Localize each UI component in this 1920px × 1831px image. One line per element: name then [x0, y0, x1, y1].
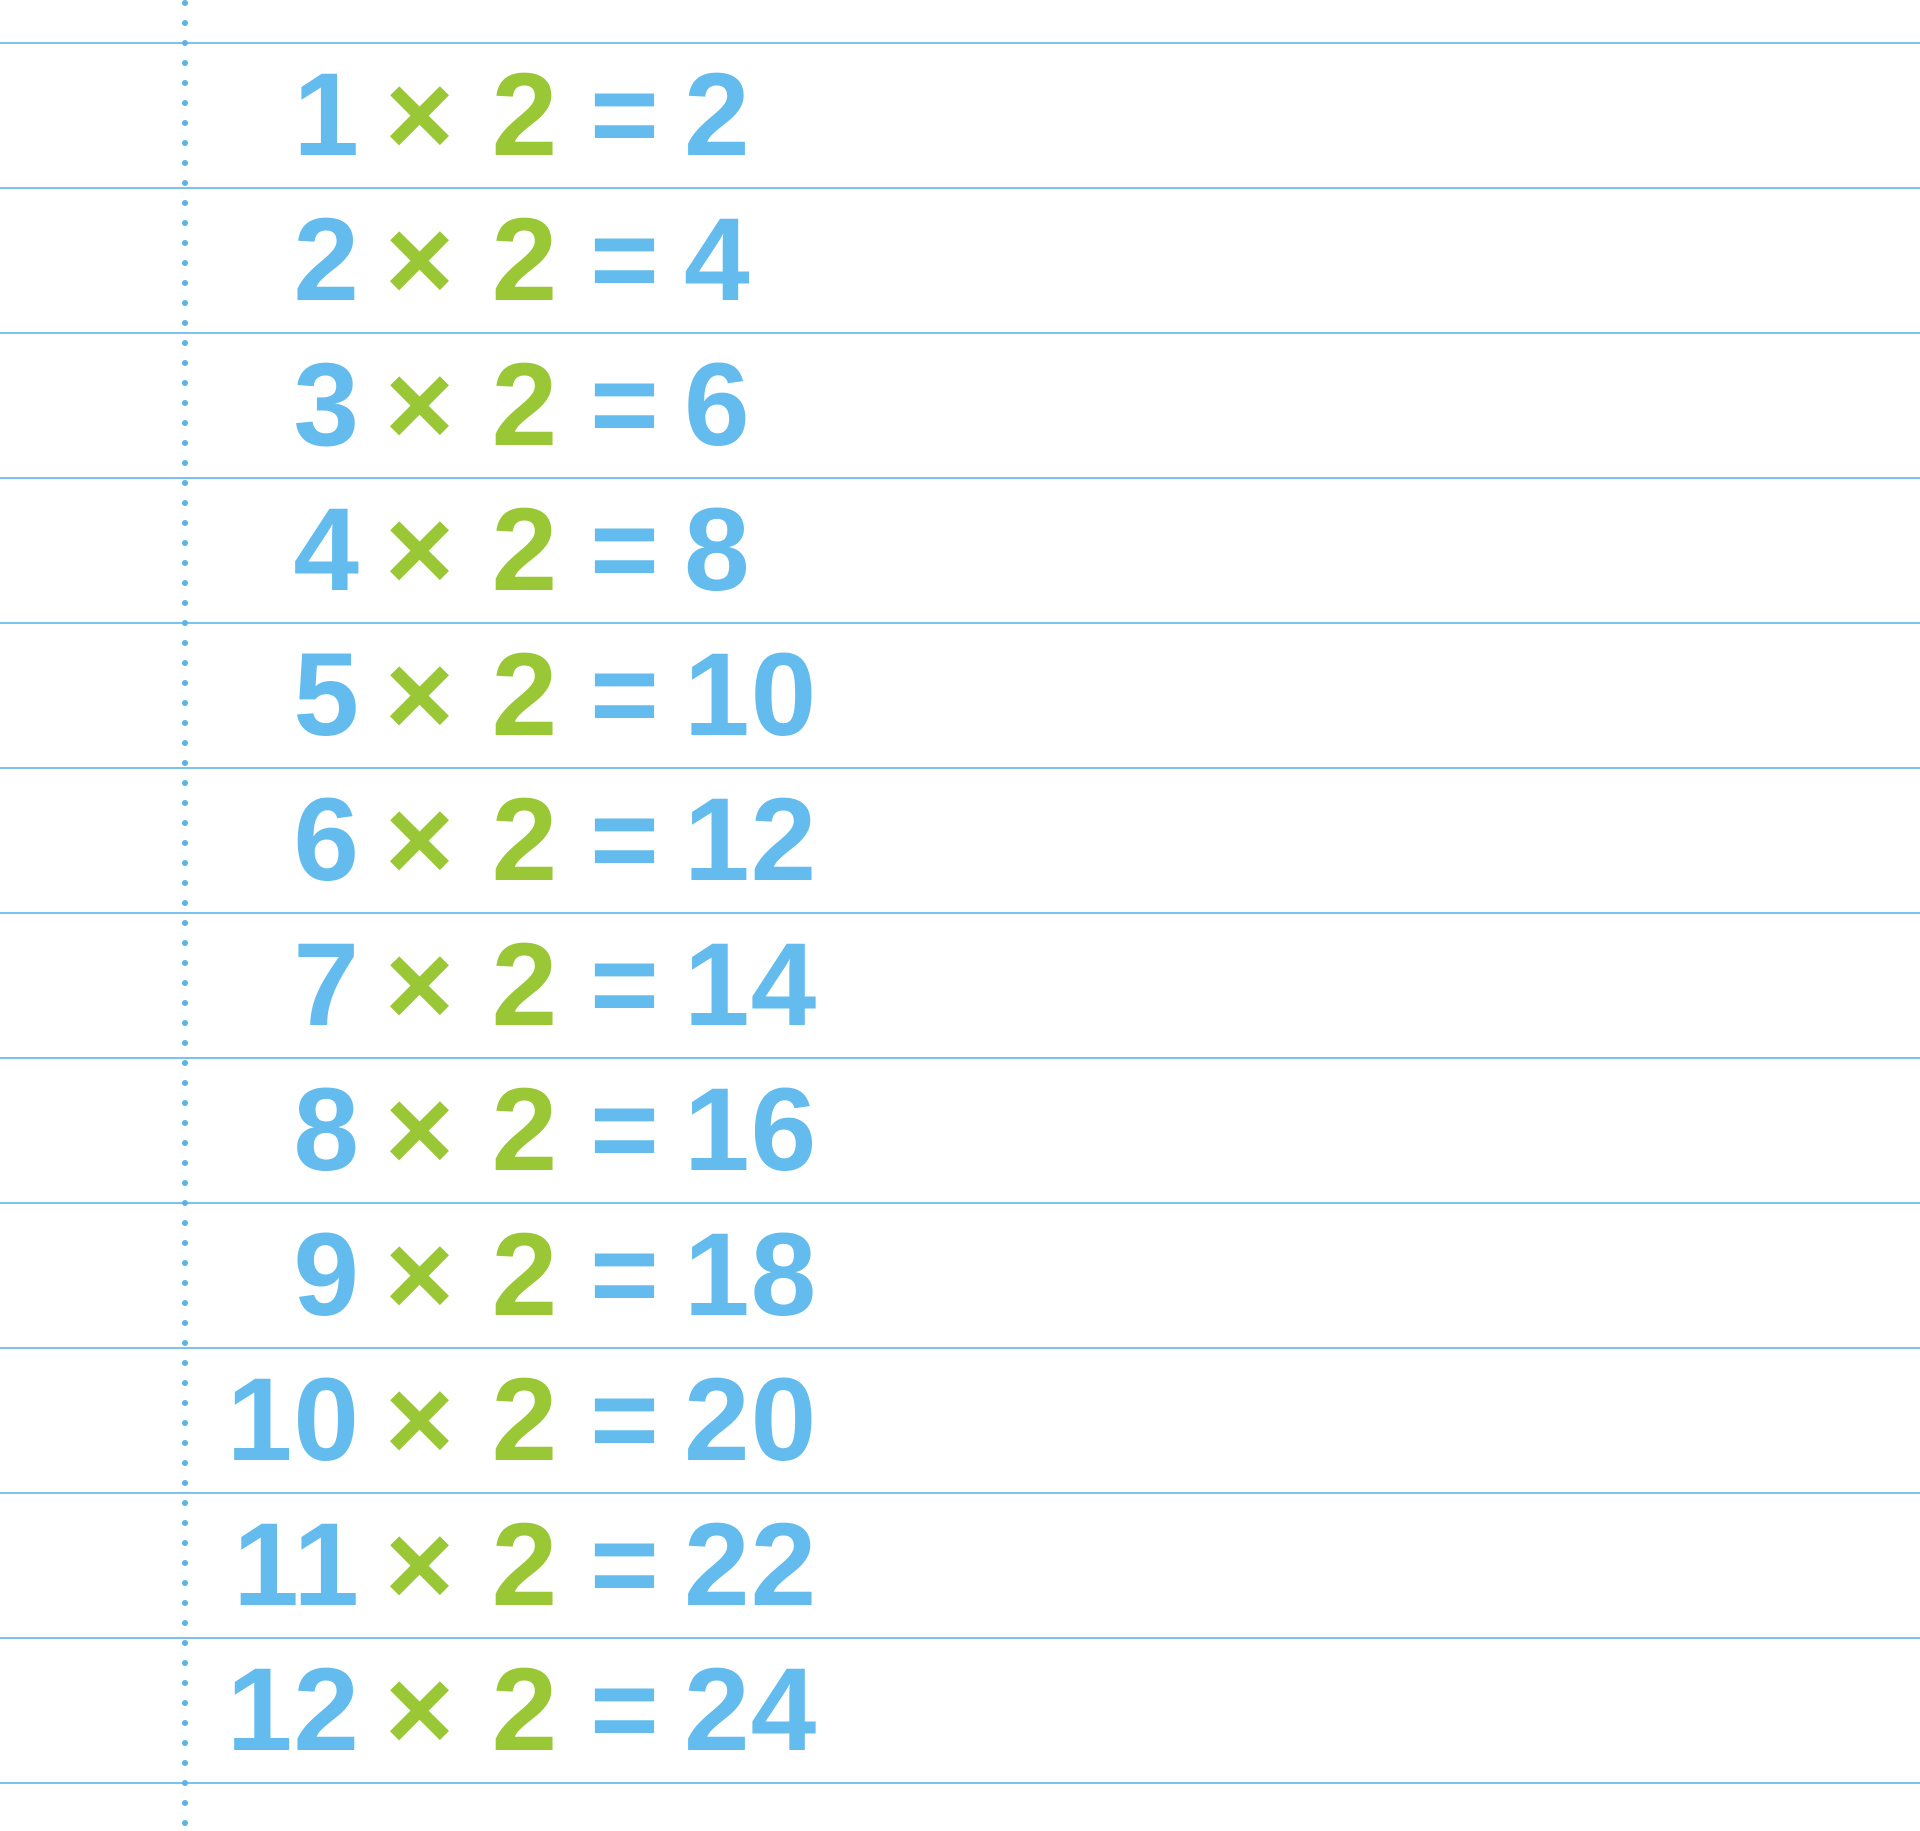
product: 8	[680, 491, 751, 609]
times-icon: ×	[360, 346, 480, 464]
product: 14	[680, 926, 817, 1044]
multiplicand: 7	[0, 926, 360, 1044]
multiplier: 2	[480, 926, 570, 1044]
multiplicand: 3	[0, 346, 360, 464]
multiplier: 2	[480, 1506, 570, 1624]
multiplicand: 6	[0, 781, 360, 899]
multiplication-rows: 1×2=22×2=43×2=64×2=85×2=106×2=127×2=148×…	[0, 42, 1920, 1782]
multiplicand: 11	[0, 1506, 360, 1624]
times-icon: ×	[360, 201, 480, 319]
equals-icon: =	[570, 56, 680, 174]
equation-row: 4×2=8	[0, 477, 1920, 622]
equation-row: 8×2=16	[0, 1057, 1920, 1202]
multiplier: 2	[480, 491, 570, 609]
multiplicand: 8	[0, 1071, 360, 1189]
product: 22	[680, 1506, 817, 1624]
times-icon: ×	[360, 781, 480, 899]
multiplier: 2	[480, 201, 570, 319]
equation-row: 6×2=12	[0, 767, 1920, 912]
multiplier: 2	[480, 1216, 570, 1334]
equation-row: 7×2=14	[0, 912, 1920, 1057]
notebook-page: 1×2=22×2=43×2=64×2=85×2=106×2=127×2=148×…	[0, 0, 1920, 1831]
multiplicand: 2	[0, 201, 360, 319]
multiplier: 2	[480, 1651, 570, 1769]
equals-icon: =	[570, 1071, 680, 1189]
equals-icon: =	[570, 781, 680, 899]
equals-icon: =	[570, 1506, 680, 1624]
product: 10	[680, 636, 817, 754]
multiplicand: 4	[0, 491, 360, 609]
multiplicand: 10	[0, 1361, 360, 1479]
multiplicand: 12	[0, 1651, 360, 1769]
equals-icon: =	[570, 636, 680, 754]
multiplicand: 1	[0, 56, 360, 174]
product: 16	[680, 1071, 817, 1189]
multiplier: 2	[480, 346, 570, 464]
product: 6	[680, 346, 751, 464]
product: 24	[680, 1651, 817, 1769]
equals-icon: =	[570, 1651, 680, 1769]
times-icon: ×	[360, 636, 480, 754]
margin-dot	[182, 0, 188, 6]
multiplier: 2	[480, 1361, 570, 1479]
times-icon: ×	[360, 1071, 480, 1189]
times-icon: ×	[360, 926, 480, 1044]
times-icon: ×	[360, 1651, 480, 1769]
product: 2	[680, 56, 751, 174]
multiplier: 2	[480, 781, 570, 899]
equation-row: 1×2=2	[0, 42, 1920, 187]
multiplicand: 5	[0, 636, 360, 754]
times-icon: ×	[360, 56, 480, 174]
times-icon: ×	[360, 1216, 480, 1334]
equation-row: 12×2=24	[0, 1637, 1920, 1782]
margin-dot	[182, 20, 188, 26]
product: 12	[680, 781, 817, 899]
equation-row: 3×2=6	[0, 332, 1920, 477]
product: 18	[680, 1216, 817, 1334]
equals-icon: =	[570, 1361, 680, 1479]
times-icon: ×	[360, 1506, 480, 1624]
equals-icon: =	[570, 346, 680, 464]
equals-icon: =	[570, 491, 680, 609]
equation-row: 5×2=10	[0, 622, 1920, 767]
equals-icon: =	[570, 201, 680, 319]
equation-row: 11×2=22	[0, 1492, 1920, 1637]
equation-row: 10×2=20	[0, 1347, 1920, 1492]
multiplicand: 9	[0, 1216, 360, 1334]
margin-dot	[182, 1800, 188, 1806]
multiplier: 2	[480, 636, 570, 754]
multiplier: 2	[480, 56, 570, 174]
times-icon: ×	[360, 1361, 480, 1479]
equals-icon: =	[570, 926, 680, 1044]
multiplier: 2	[480, 1071, 570, 1189]
product: 4	[680, 201, 751, 319]
equation-row: 2×2=4	[0, 187, 1920, 332]
product: 20	[680, 1361, 817, 1479]
times-icon: ×	[360, 491, 480, 609]
equation-row: 9×2=18	[0, 1202, 1920, 1347]
equals-icon: =	[570, 1216, 680, 1334]
margin-dot	[182, 1820, 188, 1826]
rule-line	[0, 1782, 1920, 1784]
